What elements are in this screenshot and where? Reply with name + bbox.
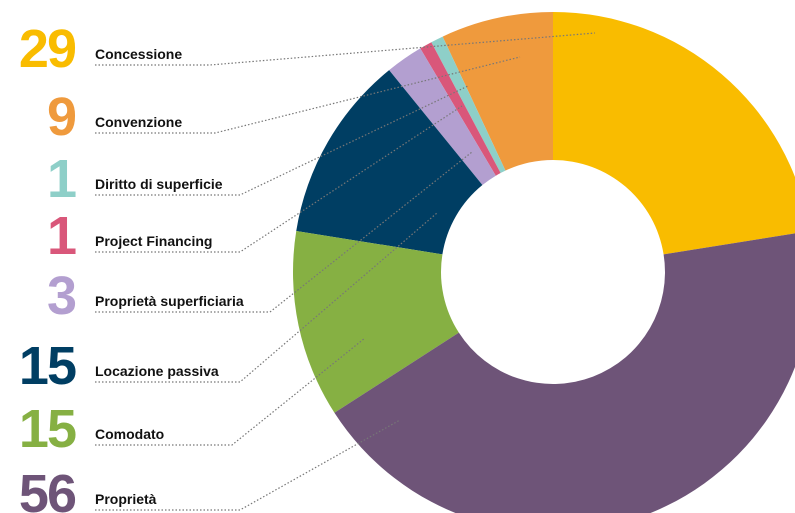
category-label: Locazione passiva: [95, 363, 219, 379]
leader-line: [95, 212, 438, 383]
leader-line: [95, 56, 521, 134]
value-number: 56: [19, 464, 76, 513]
category-label: Project Financing: [95, 233, 212, 249]
category-label: Comodato: [95, 426, 164, 442]
leader-line: [95, 419, 401, 511]
slice: [389, 48, 496, 186]
slice: [442, 12, 553, 171]
value-number: 9: [47, 87, 76, 147]
leader-line: [95, 105, 463, 253]
value-number: 3: [47, 266, 76, 326]
slice: [334, 233, 795, 513]
value-number: 1: [47, 206, 76, 266]
value-number: 15: [19, 399, 76, 459]
slice: [431, 36, 506, 174]
leader-line: [95, 85, 469, 196]
slice: [420, 42, 501, 176]
category-label: Proprietà: [95, 491, 157, 507]
category-label: Convenzione: [95, 114, 182, 130]
category-label: Concessione: [95, 46, 182, 62]
category-label: Proprietà superficiaria: [95, 293, 244, 309]
leader-line: [95, 337, 366, 446]
slice: [553, 12, 795, 255]
category-label: Diritto di superficie: [95, 176, 223, 192]
leader-line: [95, 151, 473, 313]
value-number: 1: [47, 149, 76, 209]
slice: [296, 70, 483, 255]
value-number: 29: [19, 19, 76, 79]
slice: [293, 231, 459, 413]
value-number: 15: [19, 336, 76, 396]
